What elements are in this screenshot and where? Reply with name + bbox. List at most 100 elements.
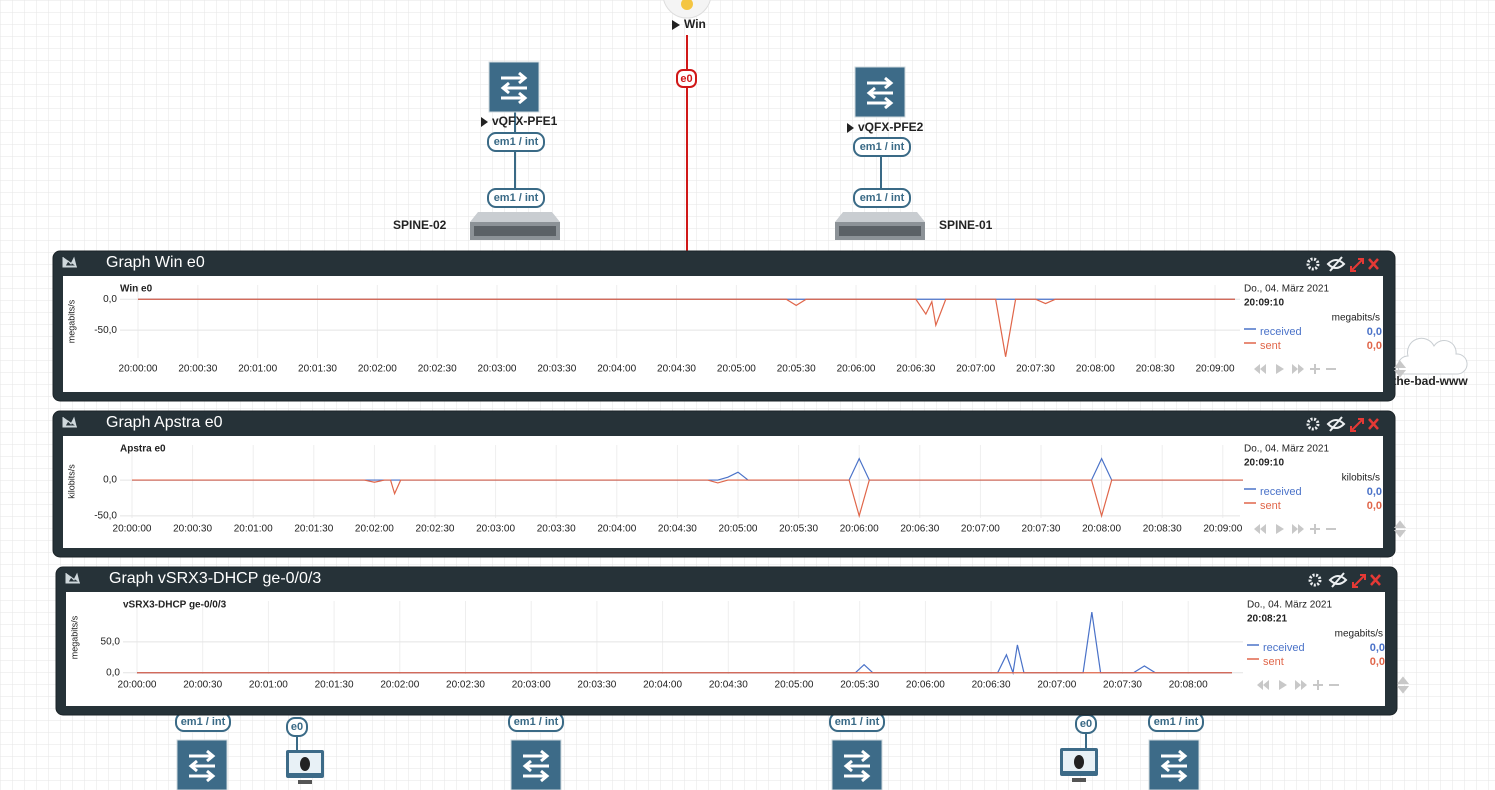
visibility-button[interactable]	[1326, 256, 1346, 272]
legend-label[interactable]: received	[1260, 486, 1302, 498]
legend-label[interactable]: received	[1263, 642, 1305, 654]
spine-icon[interactable]	[470, 212, 560, 240]
x-tick-label: 20:03:00	[476, 524, 515, 535]
x-tick-label: 20:01:00	[234, 524, 273, 535]
x-tick-label: 20:05:00	[775, 680, 814, 691]
interface-label: e0	[291, 721, 303, 733]
settings-button[interactable]	[1308, 573, 1322, 587]
settings-button[interactable]	[1306, 257, 1320, 271]
x-tick-label: 20:01:00	[238, 364, 277, 375]
spine-icon[interactable]	[835, 212, 925, 240]
switch-icon[interactable]	[830, 738, 884, 790]
x-tick-label: 20:02:00	[358, 364, 397, 375]
interface-pill[interactable]	[853, 188, 911, 208]
x-tick-label: 20:07:30	[1103, 680, 1142, 691]
switch-icon[interactable]	[853, 65, 907, 119]
x-tick-label: 20:00:30	[178, 364, 217, 375]
x-tick-label: 20:07:00	[956, 364, 995, 375]
close-button[interactable]	[1368, 258, 1379, 270]
series-line	[138, 298, 1235, 357]
x-tick-label: 20:08:00	[1076, 364, 1115, 375]
zoom-buttons[interactable]	[1310, 360, 1407, 378]
chart-title: vSRX3-DHCP ge-0/0/3	[123, 600, 227, 611]
switch-icon[interactable]	[509, 738, 563, 790]
x-tick-label: 20:04:30	[709, 680, 748, 691]
interface-pill[interactable]	[487, 132, 545, 152]
x-tick-label: 20:03:30	[537, 364, 576, 375]
node-label: SPINE-01	[939, 218, 993, 232]
y-tick-label: 0,0	[103, 475, 117, 486]
chart-icon	[65, 572, 80, 584]
close-button[interactable]	[1368, 418, 1379, 430]
interface-label: em1 / int	[494, 192, 539, 204]
x-tick-label: 20:01:00	[249, 680, 288, 691]
x-tick-label: 20:07:30	[1022, 524, 1061, 535]
legend-value: 0,0	[1370, 642, 1385, 654]
x-tick-label: 20:09:00	[1196, 364, 1235, 375]
cloud-icon[interactable]	[1397, 337, 1468, 375]
legend-label[interactable]: sent	[1260, 500, 1281, 512]
interface-pill[interactable]	[853, 137, 911, 157]
date-label: Do., 04. März 2021	[1244, 284, 1329, 295]
x-tick-label: 20:03:30	[577, 680, 616, 691]
y-tick-label: 0,0	[106, 667, 120, 678]
x-tick-label: 20:04:30	[658, 524, 697, 535]
x-tick-label: 20:05:00	[717, 364, 756, 375]
legend-value: 0,0	[1367, 486, 1382, 498]
chart-icon	[62, 256, 77, 268]
graph-panel	[66, 592, 1385, 706]
maximize-button[interactable]	[1350, 258, 1364, 272]
x-tick-label: 20:06:30	[896, 364, 935, 375]
legend-value: 0,0	[1367, 326, 1382, 338]
node-label: vQFX-PFE1	[492, 114, 558, 128]
chart-title: Apstra e0	[120, 444, 166, 455]
x-tick-label: 20:01:30	[294, 524, 333, 535]
interface-pill[interactable]	[676, 69, 697, 88]
x-tick-label: 20:05:00	[719, 524, 758, 535]
maximize-button[interactable]	[1352, 574, 1366, 588]
interface-label: em1 / int	[1154, 716, 1199, 728]
chart-title: Win e0	[120, 284, 153, 295]
y-tick-label: -50,0	[94, 325, 117, 336]
nav-buttons[interactable]	[1254, 524, 1304, 534]
y-axis-title: megabits/s	[66, 299, 76, 343]
switch-icon[interactable]	[175, 738, 229, 790]
x-tick-label: 20:07:30	[1016, 364, 1055, 375]
x-tick-label: 20:06:30	[972, 680, 1011, 691]
interface-pill[interactable]	[286, 717, 308, 737]
legend-label[interactable]: sent	[1263, 656, 1284, 668]
zoom-buttons[interactable]	[1310, 520, 1407, 538]
x-tick-label: 20:02:30	[416, 524, 455, 535]
node-label: Win	[684, 17, 706, 31]
x-tick-label: 20:03:00	[478, 364, 517, 375]
zoom-buttons[interactable]	[1313, 676, 1410, 694]
x-tick-label: 20:04:30	[657, 364, 696, 375]
x-tick-label: 20:01:30	[298, 364, 337, 375]
visibility-button[interactable]	[1326, 416, 1346, 432]
switch-icon[interactable]	[487, 60, 541, 114]
visibility-button[interactable]	[1328, 572, 1348, 588]
close-button[interactable]	[1370, 574, 1381, 586]
x-tick-label: 20:08:30	[1136, 364, 1175, 375]
x-tick-label: 20:09:00	[1203, 524, 1242, 535]
node-label: vQFX-PFE2	[858, 120, 924, 134]
interface-label: em1 / int	[835, 716, 880, 728]
settings-button[interactable]	[1306, 417, 1320, 431]
y-axis-title: megabits/s	[69, 615, 79, 659]
interface-label: em1 / int	[494, 136, 539, 148]
nav-buttons[interactable]	[1254, 364, 1304, 374]
legend-label[interactable]: sent	[1260, 340, 1281, 352]
y-axis-title: kilobits/s	[66, 464, 76, 499]
x-tick-label: 20:04:00	[597, 364, 636, 375]
legend-label[interactable]: received	[1260, 326, 1302, 338]
x-tick-label: 20:00:30	[173, 524, 212, 535]
interface-pill[interactable]	[487, 188, 545, 208]
maximize-button[interactable]	[1350, 418, 1364, 432]
x-tick-label: 20:04:00	[643, 680, 682, 691]
play-icon	[481, 117, 488, 127]
switch-icon[interactable]	[1147, 738, 1201, 790]
x-tick-label: 20:00:00	[119, 364, 158, 375]
y-tick-label: 50,0	[101, 636, 121, 647]
nav-buttons[interactable]	[1257, 680, 1307, 690]
